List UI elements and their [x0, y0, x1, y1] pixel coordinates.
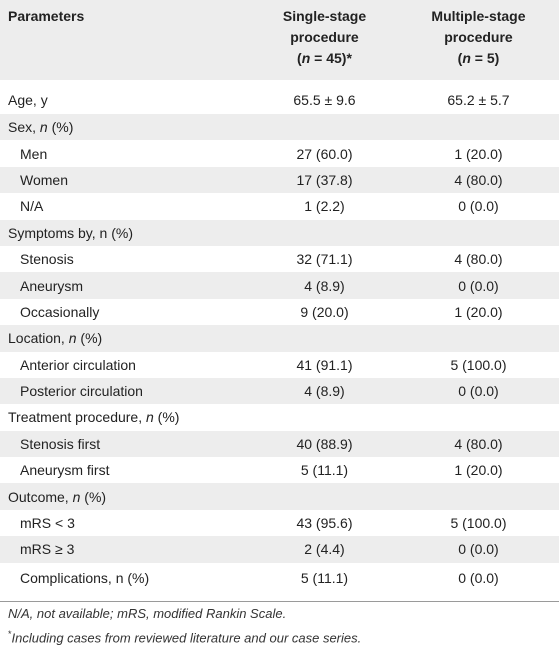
table-row: Aneurysm 4 (8.9) 0 (0.0) [0, 272, 559, 299]
cell-multiple-stage: 0 (0.0) [458, 569, 499, 586]
header-multiple-stage: Multiple-stage procedure (n = 5) [398, 0, 559, 80]
cell-multiple-stage: 4 (80.0) [454, 171, 503, 188]
cell-multiple-stage: 0 (0.0) [458, 198, 499, 215]
cell-multiple-stage [398, 325, 559, 351]
row-label: Symptoms by, n (%) [8, 224, 133, 241]
cell-multiple-stage: 1 (20.0) [454, 145, 503, 162]
header-multi-line-2: procedure [444, 29, 513, 45]
cell-multiple-stage [398, 404, 559, 430]
table-row: Women 17 (37.8) 4 (80.0) [0, 166, 559, 194]
table-row: Men 27 (60.0) 1 (20.0) [0, 140, 559, 167]
cell-multiple-stage [398, 483, 559, 509]
row-label: Location, n (%) [8, 330, 103, 347]
cell-single-stage: 41 (91.1) [296, 356, 353, 373]
cell-single-stage [251, 404, 398, 430]
table-row: Symptoms by, n (%) [0, 219, 559, 246]
row-label: Treatment procedure, n (%) [8, 409, 180, 426]
row-label: Anterior circulation [20, 356, 136, 373]
cell-single-stage: 5 (11.1) [300, 462, 349, 479]
cell-single-stage: 17 (37.8) [296, 171, 353, 188]
row-label: Posterior circulation [20, 383, 143, 400]
header-row: Parameters Single-stage procedure (n = 4… [0, 0, 559, 80]
header-parameters: Parameters [8, 8, 85, 24]
table-row: Outcome, n (%) [0, 483, 559, 510]
footnote-abbreviations-text: N/A, not available; mRS, modified Rankin… [8, 606, 287, 621]
cell-single-stage: 27 (60.0) [296, 145, 353, 162]
row-label: Stenosis first [20, 435, 101, 452]
cell-multiple-stage: 0 (0.0) [458, 541, 499, 558]
cell-single-stage: 9 (20.0) [300, 303, 349, 320]
row-label: Aneurysm [20, 277, 84, 294]
table-row: N/A 1 (2.2) 0 (0.0) [0, 193, 559, 220]
row-label: Outcome, n (%) [8, 488, 107, 505]
header-single-line-3: (n = 45)* [297, 50, 352, 66]
table-row: Treatment procedure, n (%) [0, 404, 559, 431]
row-label: mRS ≥ 3 [20, 541, 75, 558]
cell-multiple-stage: 1 (20.0) [454, 303, 503, 320]
table-row: Aneurysm first 5 (11.1) 1 (20.0) [0, 457, 559, 484]
header-multi-line-3: (n = 5) [457, 50, 500, 66]
cell-multiple-stage: 4 (80.0) [454, 435, 503, 452]
row-label: Sex, n (%) [8, 119, 74, 136]
header-single-line-1: Single-stage [282, 8, 367, 24]
cell-multiple-stage: 0 (0.0) [458, 277, 499, 294]
cell-single-stage [251, 483, 398, 509]
cell-single-stage [251, 325, 398, 351]
cell-single-stage: 4 (8.9) [304, 277, 345, 294]
cell-multiple-stage: 65.2 ± 5.7 [447, 92, 510, 108]
table-row: Sex, n (%) [0, 114, 559, 141]
cell-multiple-stage: 0 (0.0) [458, 383, 499, 400]
table-row: Posterior circulation 4 (8.9) 0 (0.0) [0, 377, 559, 405]
data-table: Parameters Single-stage procedure (n = 4… [0, 0, 559, 601]
cell-single-stage: 5 (11.1) [300, 569, 349, 586]
table-body: Age, y 65.5 ± 9.6 65.2 ± 5.7 Sex, n (%) Men 2… [0, 80, 559, 601]
cell-multiple-stage: 4 (80.0) [454, 251, 503, 268]
cell-multiple-stage [398, 114, 559, 140]
table-row: Stenosis first 40 (88.9) 4 (80.0) [0, 430, 559, 458]
table-row: Stenosis 32 (71.1) 4 (80.0) [0, 245, 559, 273]
cell-single-stage [251, 220, 398, 246]
cell-single-stage: 1 (2.2) [304, 198, 345, 215]
cell-single-stage: 32 (71.1) [296, 251, 353, 268]
row-label: Women [20, 171, 68, 188]
cell-single-stage: 43 (95.6) [296, 515, 353, 532]
table-row: Occasionally 9 (20.0) 1 (20.0) [0, 298, 559, 326]
footnotes: N/A, not available; mRS, modified Rankin… [8, 606, 361, 646]
bottom-rule [0, 600, 559, 602]
cell-multiple-stage [398, 220, 559, 246]
header-single-line-2: procedure [290, 29, 359, 45]
row-label: Stenosis [20, 251, 74, 268]
row-label: mRS < 3 [20, 515, 75, 532]
footnote-asterisk-text: Including cases from reviewed literature… [11, 630, 362, 646]
cell-single-stage: 2 (4.4) [304, 541, 345, 558]
cell-multiple-stage: 1 (20.0) [454, 462, 503, 479]
table-row: Anterior circulation 41 (91.1) 5 (100.0) [0, 351, 559, 378]
row-label: Men [20, 145, 48, 162]
cell-multiple-stage: 5 (100.0) [450, 356, 507, 373]
cell-single-stage: 4 (8.9) [304, 383, 345, 400]
cell-multiple-stage: 5 (100.0) [450, 515, 507, 532]
row-label: Age, y [8, 92, 48, 108]
table-row: Location, n (%) [0, 325, 559, 352]
cell-single-stage: 40 (88.9) [296, 435, 353, 452]
row-label: Complications, n (%) [20, 569, 150, 586]
row-label: Aneurysm first [20, 462, 110, 479]
table-row: mRS ≥ 3 2 (4.4) 0 (0.0) [0, 536, 559, 563]
table-header: Parameters Single-stage procedure (n = 4… [0, 0, 559, 80]
cell-single-stage [251, 114, 398, 140]
header-single-stage: Single-stage procedure (n = 45)* [251, 0, 398, 80]
table-row: Complications, n (%) 5 (11.1) 0 (0.0) [0, 562, 559, 601]
table-row: Age, y 65.5 ± 9.6 65.2 ± 5.7 [0, 80, 559, 114]
header-multi-line-1: Multiple-stage [431, 8, 526, 24]
row-label: Occasionally [20, 303, 100, 320]
footnote-marker: * [8, 629, 12, 639]
table-row: mRS < 3 43 (95.6) 5 (100.0) [0, 509, 559, 537]
row-label: N/A [20, 198, 44, 215]
footnote-asterisk: *Including cases from reviewed literatur… [8, 626, 361, 646]
footnote-abbreviations: N/A, not available; mRS, modified Rankin… [8, 606, 361, 622]
cell-single-stage: 65.5 ± 9.6 [293, 92, 356, 108]
